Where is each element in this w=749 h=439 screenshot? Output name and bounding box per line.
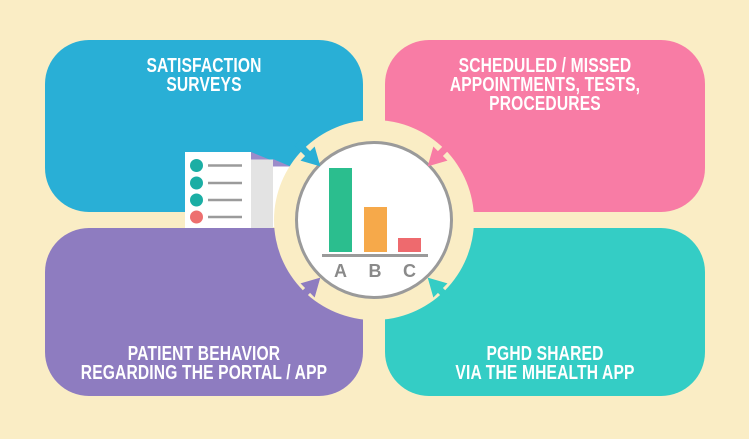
bar xyxy=(329,168,352,252)
bar xyxy=(398,237,421,252)
card-title-line1: SATISFACTION xyxy=(146,55,262,77)
card-title-behavior: PATIENT BEHAVIOR REGARDING THE PORTAL / … xyxy=(80,343,328,384)
card-title-pghd: PGHD SHARED VIA THE MHEALTH APP xyxy=(420,343,670,384)
bar-label: C xyxy=(403,260,416,281)
bar-label: B xyxy=(368,260,382,281)
card-title-line1: PGHD SHARED xyxy=(486,343,604,365)
arrow-from-pghd-icon xyxy=(427,277,454,304)
arrow-from-appointments-icon xyxy=(427,140,454,167)
bar-chart-axis xyxy=(322,254,428,257)
card-title-line2: APPOINTMENTS, TESTS, PROCEDURES xyxy=(449,74,641,115)
center-circle xyxy=(295,141,453,299)
card-title-line2: VIA THE MHEALTH APP xyxy=(455,362,635,384)
bar xyxy=(363,206,387,252)
card-pghd-shared: PGHD SHARED VIA THE MHEALTH APP xyxy=(385,228,705,396)
card-title-line1: PATIENT BEHAVIOR xyxy=(127,343,281,365)
card-title-line2: SURVEYS xyxy=(166,74,242,96)
card-title-line2: REGARDING THE PORTAL / APP xyxy=(80,362,328,384)
bar-chart-bars xyxy=(322,168,428,252)
arrow-from-surveys-icon xyxy=(294,140,321,167)
card-title-appointments: SCHEDULED / MISSED APPOINTMENTS, TESTS, … xyxy=(420,55,670,115)
card-title-line1: SCHEDULED / MISSED xyxy=(458,55,632,77)
bar-label: A xyxy=(334,260,347,281)
card-title-satisfaction: SATISFACTION SURVEYS xyxy=(80,55,328,96)
arrow-from-behavior-icon xyxy=(294,277,321,304)
